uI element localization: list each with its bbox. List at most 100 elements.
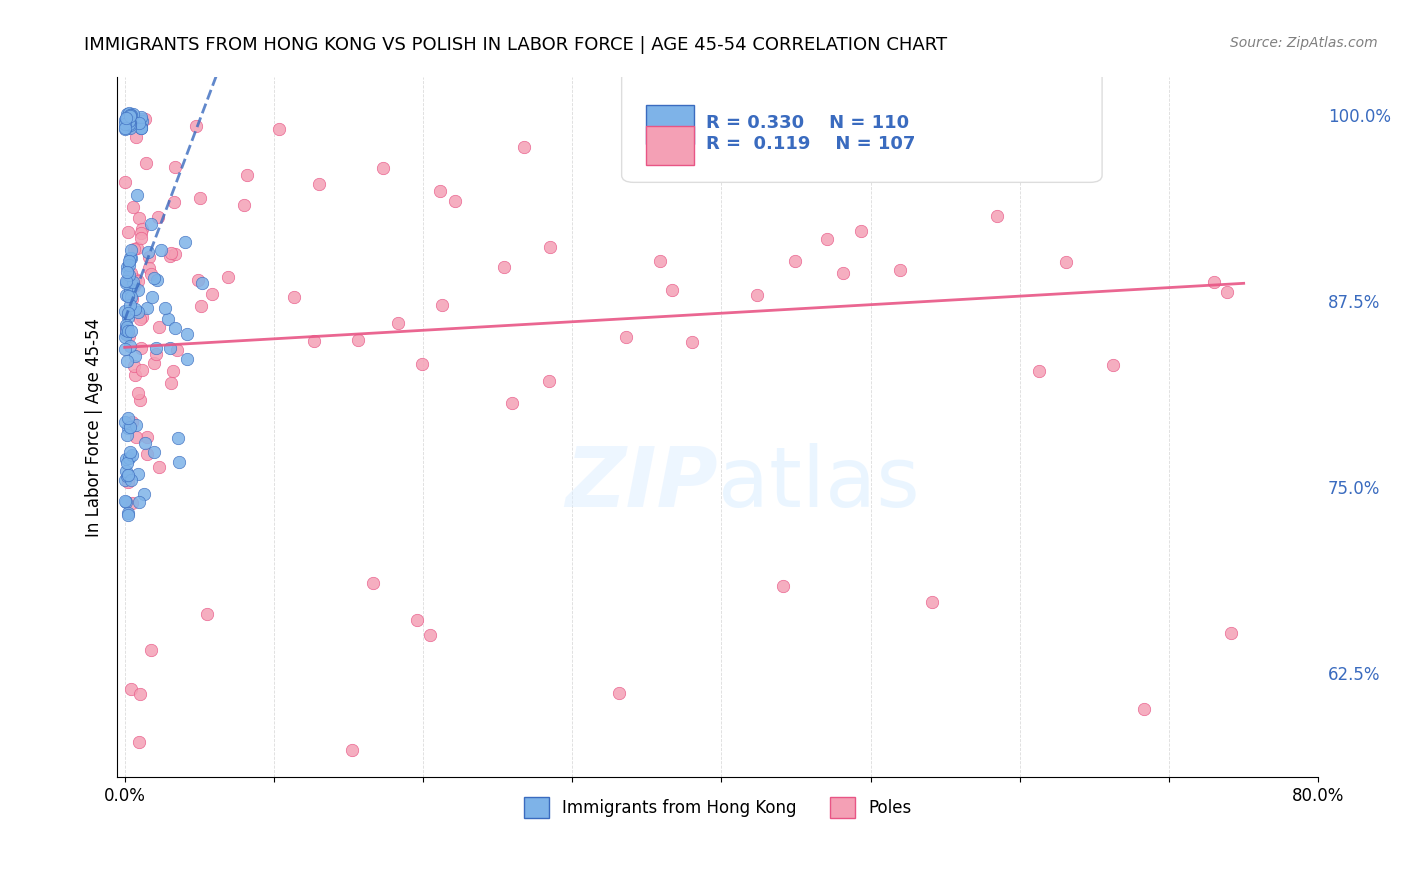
Poles <box>160 376 183 391</box>
Immigrants from Hong Kong <box>129 110 152 124</box>
Poles <box>772 579 794 593</box>
Immigrants from Hong Kong <box>145 273 167 287</box>
Immigrants from Hong Kong <box>121 107 143 121</box>
Poles <box>128 392 150 407</box>
Immigrants from Hong Kong <box>132 487 155 501</box>
Poles <box>851 224 873 238</box>
Immigrants from Hong Kong <box>115 354 138 368</box>
Immigrants from Hong Kong <box>167 455 190 469</box>
Poles <box>159 249 181 263</box>
Poles <box>143 356 166 370</box>
Immigrants from Hong Kong <box>156 311 179 326</box>
Immigrants from Hong Kong <box>114 303 136 318</box>
Immigrants from Hong Kong <box>115 260 138 274</box>
Immigrants from Hong Kong <box>120 252 142 266</box>
Poles <box>1054 255 1077 269</box>
Poles <box>124 368 146 382</box>
Poles <box>118 329 141 343</box>
Immigrants from Hong Kong <box>124 301 146 316</box>
Immigrants from Hong Kong <box>142 270 165 285</box>
Immigrants from Hong Kong <box>120 290 142 304</box>
Poles <box>125 241 148 255</box>
Poles <box>129 230 152 244</box>
Immigrants from Hong Kong <box>114 342 136 356</box>
Poles <box>121 496 143 510</box>
Text: R = 0.330    N = 110: R = 0.330 N = 110 <box>706 114 908 132</box>
Poles <box>195 607 218 622</box>
FancyBboxPatch shape <box>645 127 693 165</box>
Poles <box>136 447 159 461</box>
FancyBboxPatch shape <box>621 70 1102 182</box>
Immigrants from Hong Kong <box>120 109 142 123</box>
Poles <box>148 320 170 334</box>
Immigrants from Hong Kong <box>122 275 145 289</box>
Poles <box>889 262 911 277</box>
Immigrants from Hong Kong <box>115 464 138 478</box>
Poles <box>538 240 561 254</box>
Y-axis label: In Labor Force | Age 45-54: In Labor Force | Age 45-54 <box>86 318 103 537</box>
Immigrants from Hong Kong <box>117 410 139 425</box>
Immigrants from Hong Kong <box>115 112 138 127</box>
Poles <box>120 266 142 280</box>
Immigrants from Hong Kong <box>114 415 136 429</box>
Immigrants from Hong Kong <box>114 495 136 509</box>
Poles <box>136 430 159 444</box>
Poles <box>125 430 148 444</box>
Poles <box>648 254 671 268</box>
Poles <box>1102 359 1125 373</box>
Immigrants from Hong Kong <box>117 468 139 483</box>
Immigrants from Hong Kong <box>114 274 136 288</box>
Poles <box>128 735 150 749</box>
Immigrants from Hong Kong <box>120 251 142 265</box>
Immigrants from Hong Kong <box>127 305 149 319</box>
Poles <box>302 334 325 348</box>
Immigrants from Hong Kong <box>117 310 139 324</box>
Poles <box>117 475 139 489</box>
Immigrants from Hong Kong <box>115 319 138 334</box>
Immigrants from Hong Kong <box>114 120 136 135</box>
Immigrants from Hong Kong <box>120 116 142 130</box>
Poles <box>124 272 146 286</box>
Text: atlas: atlas <box>717 442 920 524</box>
Immigrants from Hong Kong <box>120 118 142 132</box>
Immigrants from Hong Kong <box>114 330 136 344</box>
Poles <box>166 343 188 357</box>
Immigrants from Hong Kong <box>115 287 138 301</box>
Poles <box>1132 702 1154 716</box>
Immigrants from Hong Kong <box>118 114 141 128</box>
Poles <box>815 232 838 246</box>
Poles <box>120 108 142 122</box>
Poles <box>122 359 145 373</box>
Immigrants from Hong Kong <box>135 301 157 315</box>
Poles <box>127 386 149 401</box>
Immigrants from Hong Kong <box>127 283 149 297</box>
Immigrants from Hong Kong <box>159 341 181 355</box>
Immigrants from Hong Kong <box>118 254 141 268</box>
Poles <box>121 415 143 429</box>
Immigrants from Hong Kong <box>117 289 139 303</box>
Text: R =  0.119    N = 107: R = 0.119 N = 107 <box>706 135 915 153</box>
Immigrants from Hong Kong <box>122 116 145 130</box>
Immigrants from Hong Kong <box>115 111 138 125</box>
Immigrants from Hong Kong <box>127 467 149 482</box>
Immigrants from Hong Kong <box>125 188 148 202</box>
Immigrants from Hong Kong <box>114 113 136 128</box>
Immigrants from Hong Kong <box>118 117 141 131</box>
Immigrants from Hong Kong <box>128 495 150 509</box>
Poles <box>283 290 305 304</box>
Immigrants from Hong Kong <box>115 276 138 290</box>
Poles <box>911 163 934 178</box>
Poles <box>538 374 561 388</box>
Poles <box>492 260 515 274</box>
Immigrants from Hong Kong <box>153 301 176 315</box>
Immigrants from Hong Kong <box>117 420 139 434</box>
Immigrants from Hong Kong <box>114 117 136 131</box>
Poles <box>128 687 150 701</box>
Immigrants from Hong Kong <box>128 115 150 129</box>
Poles <box>1219 626 1241 640</box>
Immigrants from Hong Kong <box>121 448 143 462</box>
Poles <box>190 299 212 313</box>
Poles <box>501 395 523 409</box>
Immigrants from Hong Kong <box>121 278 143 293</box>
Poles <box>114 176 136 190</box>
